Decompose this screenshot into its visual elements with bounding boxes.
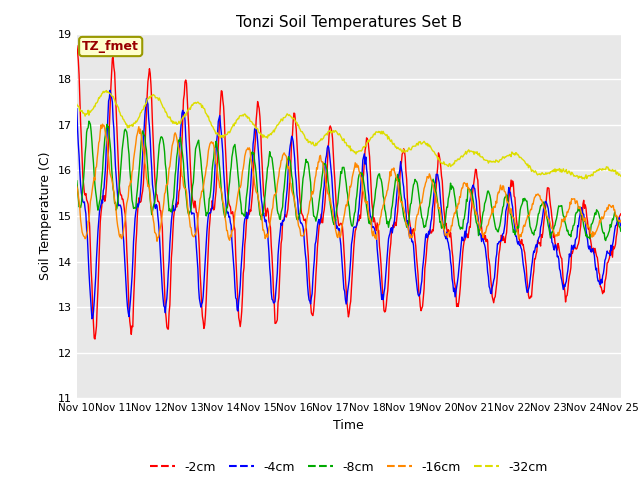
Legend: -2cm, -4cm, -8cm, -16cm, -32cm: -2cm, -4cm, -8cm, -16cm, -32cm [145, 456, 553, 479]
X-axis label: Time: Time [333, 419, 364, 432]
Text: TZ_fmet: TZ_fmet [82, 40, 139, 53]
Title: Tonzi Soil Temperatures Set B: Tonzi Soil Temperatures Set B [236, 15, 462, 30]
Y-axis label: Soil Temperature (C): Soil Temperature (C) [39, 152, 52, 280]
